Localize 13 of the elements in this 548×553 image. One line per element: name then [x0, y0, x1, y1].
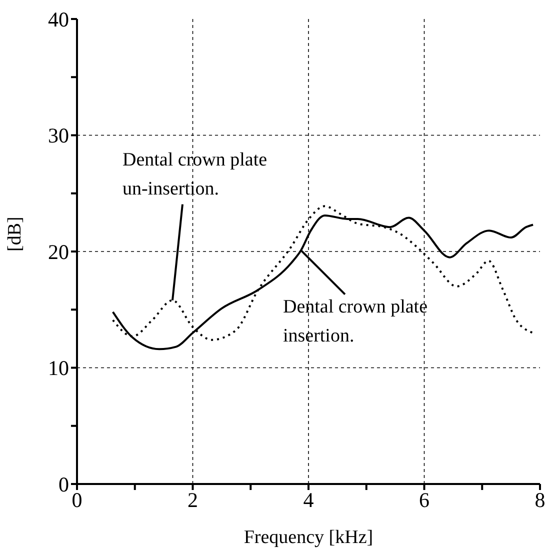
x-tick-label: 8	[534, 488, 546, 512]
y-tick-label: 30	[48, 124, 69, 148]
y-tick-label: 20	[48, 240, 69, 264]
y-tick-label: 40	[48, 7, 69, 32]
y-tick-label: 0	[58, 472, 69, 496]
y-tick-label: 10	[48, 356, 69, 380]
x-tick-label: 4	[303, 488, 314, 512]
annotation: Dental crown plate un-insertion.	[122, 149, 268, 200]
x-tick-label: 2	[188, 488, 198, 512]
y-axis-title: [dB]	[4, 216, 26, 252]
x-axis-title: Frequency [kHz]	[244, 527, 374, 548]
annotation: Dental crown plate insertion.	[282, 296, 428, 346]
x-tick-label: 6	[419, 488, 430, 512]
